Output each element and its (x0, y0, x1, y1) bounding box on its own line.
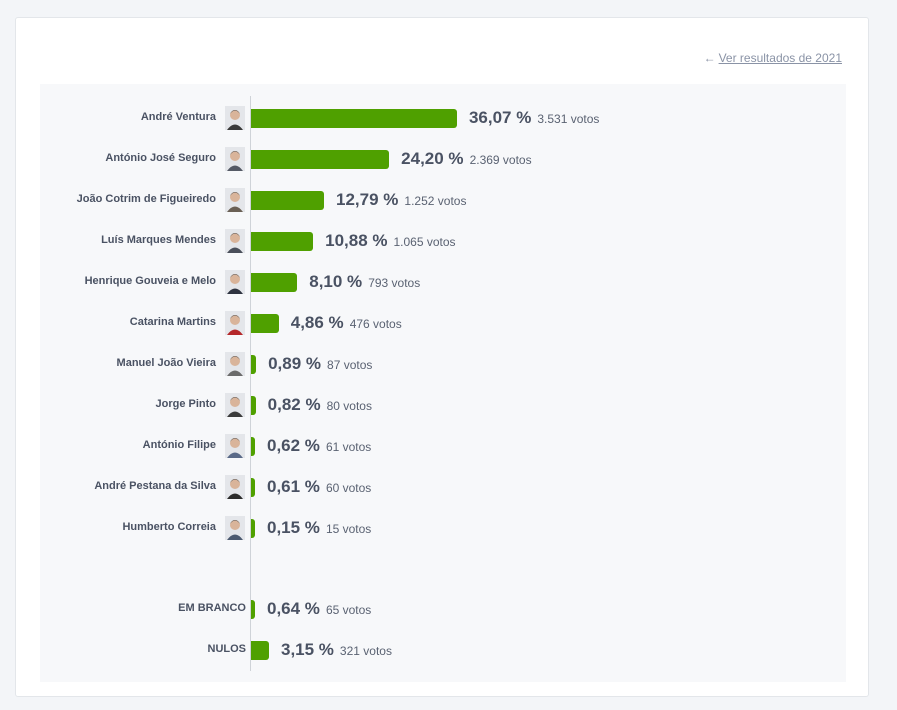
candidate-photo (225, 188, 245, 212)
percentage: 0,89 % (268, 354, 322, 373)
percentage: 0,62 % (267, 436, 320, 455)
vote-bar (251, 478, 255, 497)
candidate-photo (225, 106, 245, 130)
vote-count: 1.065 votos (393, 235, 456, 249)
other-row: NULOS 3,15 % 321 votos (40, 638, 846, 662)
vote-bar (251, 641, 269, 660)
vote-count: 1.252 votos (404, 194, 467, 208)
candidate-name: Henrique Gouveia e Melo (84, 275, 216, 287)
vote-count: 65 votos (325, 603, 372, 617)
percentage: 12,79 % (336, 190, 399, 209)
candidate-name: Humberto Correia (122, 521, 216, 533)
candidate-photo (225, 475, 245, 499)
vote-count: 3.531 votos (537, 112, 600, 126)
percentage: 0,15 % (267, 518, 320, 537)
candidate-row: Humberto Correia 0,15 % 15 votos (40, 516, 846, 540)
vote-bar (251, 191, 325, 210)
vote-count: 793 votos (368, 276, 421, 290)
vote-bar (251, 150, 390, 169)
vote-bar (251, 600, 255, 619)
candidate-name: António José Seguro (105, 152, 216, 164)
percentage: 0,61 % (267, 477, 320, 496)
vote-bar (251, 396, 256, 415)
candidate-row: Luís Marques Mendes 10,88 % 1.065 votos (40, 229, 846, 253)
candidate-name: João Cotrim de Figueiredo (76, 193, 216, 205)
vote-bar (251, 109, 457, 128)
percentage: 0,82 % (267, 395, 321, 414)
percentage: 3,15 % (280, 640, 334, 659)
candidate-photo (225, 393, 245, 417)
percentage: 0,64 % (267, 599, 320, 618)
candidate-photo (225, 229, 245, 253)
arrow-left-icon: ← (703, 51, 716, 65)
candidate-row: João Cotrim de Figueiredo 12,79 % 1.252 vo… (40, 188, 846, 212)
vote-count: 60 votos (325, 481, 372, 495)
candidate-row: Manuel João Vieira 0,89 % 87 votos (40, 352, 846, 376)
percentage: 8,10 % (309, 272, 363, 291)
vote-count: 15 votos (325, 522, 372, 536)
candidate-name: António Filipe (142, 439, 216, 451)
percentage: 10,88 % (325, 231, 388, 250)
candidate-row: António Filipe 0,62 % 61 votos (40, 434, 846, 458)
percentage: 36,07 % (468, 108, 532, 127)
vote-count: 61 votos (325, 440, 372, 454)
candidate-row: Henrique Gouveia e Melo 8,10 % 793 votos (40, 270, 846, 294)
vote-bar (251, 314, 279, 333)
results-chart: André Ventura 36,07 % 3.531 votos António J… (40, 84, 846, 682)
candidate-name: Catarina Martins (129, 316, 216, 328)
candidate-row: André Ventura 36,07 % 3.531 votos (40, 106, 846, 130)
percentage: 24,20 % (401, 149, 464, 168)
candidate-row: André Pestana da Silva 0,61 % 60 votos (40, 475, 846, 499)
candidate-name: Jorge Pinto (155, 398, 216, 410)
vote-bar (251, 273, 298, 292)
candidate-photo (225, 434, 245, 458)
candidate-row: António José Seguro 24,20 % 2.369 votos (40, 147, 846, 171)
axis-line (250, 96, 251, 671)
candidate-name: André Ventura (140, 111, 216, 123)
vote-count: 2.369 votos (469, 153, 532, 167)
candidate-photo (225, 147, 245, 171)
candidate-name: NULOS (207, 643, 247, 655)
candidate-photo (225, 311, 245, 335)
link-label: Ver resultados de 2021 (718, 51, 842, 65)
vote-bar (251, 355, 257, 374)
vote-count: 321 votos (339, 644, 392, 658)
vote-count: 476 votos (349, 317, 402, 331)
vote-bar (251, 519, 255, 538)
candidate-row: Jorge Pinto 0,82 % 80 votos (40, 393, 846, 417)
candidate-name: André Pestana da Silva (94, 480, 216, 492)
previous-results-link[interactable]: ← Ver resultados de 2021 (704, 51, 842, 65)
candidate-name: EM BRANCO (178, 602, 246, 614)
candidate-row: Catarina Martins 4,86 % 476 votos (40, 311, 846, 335)
vote-bar (251, 437, 255, 456)
vote-count: 87 votos (327, 358, 373, 372)
candidate-name: Luís Marques Mendes (101, 234, 216, 246)
other-row: EM BRANCO 0,64 % 65 votos (40, 597, 846, 621)
candidate-photo (225, 516, 245, 540)
percentage: 4,86 % (290, 313, 344, 332)
candidate-name: Manuel João Vieira (116, 357, 216, 369)
candidate-photo (225, 270, 245, 294)
results-card: ← Ver resultados de 2021 André Ventura 36,… (15, 17, 869, 697)
candidate-photo (225, 352, 245, 376)
vote-bar (251, 232, 314, 251)
vote-count: 80 votos (326, 399, 372, 413)
